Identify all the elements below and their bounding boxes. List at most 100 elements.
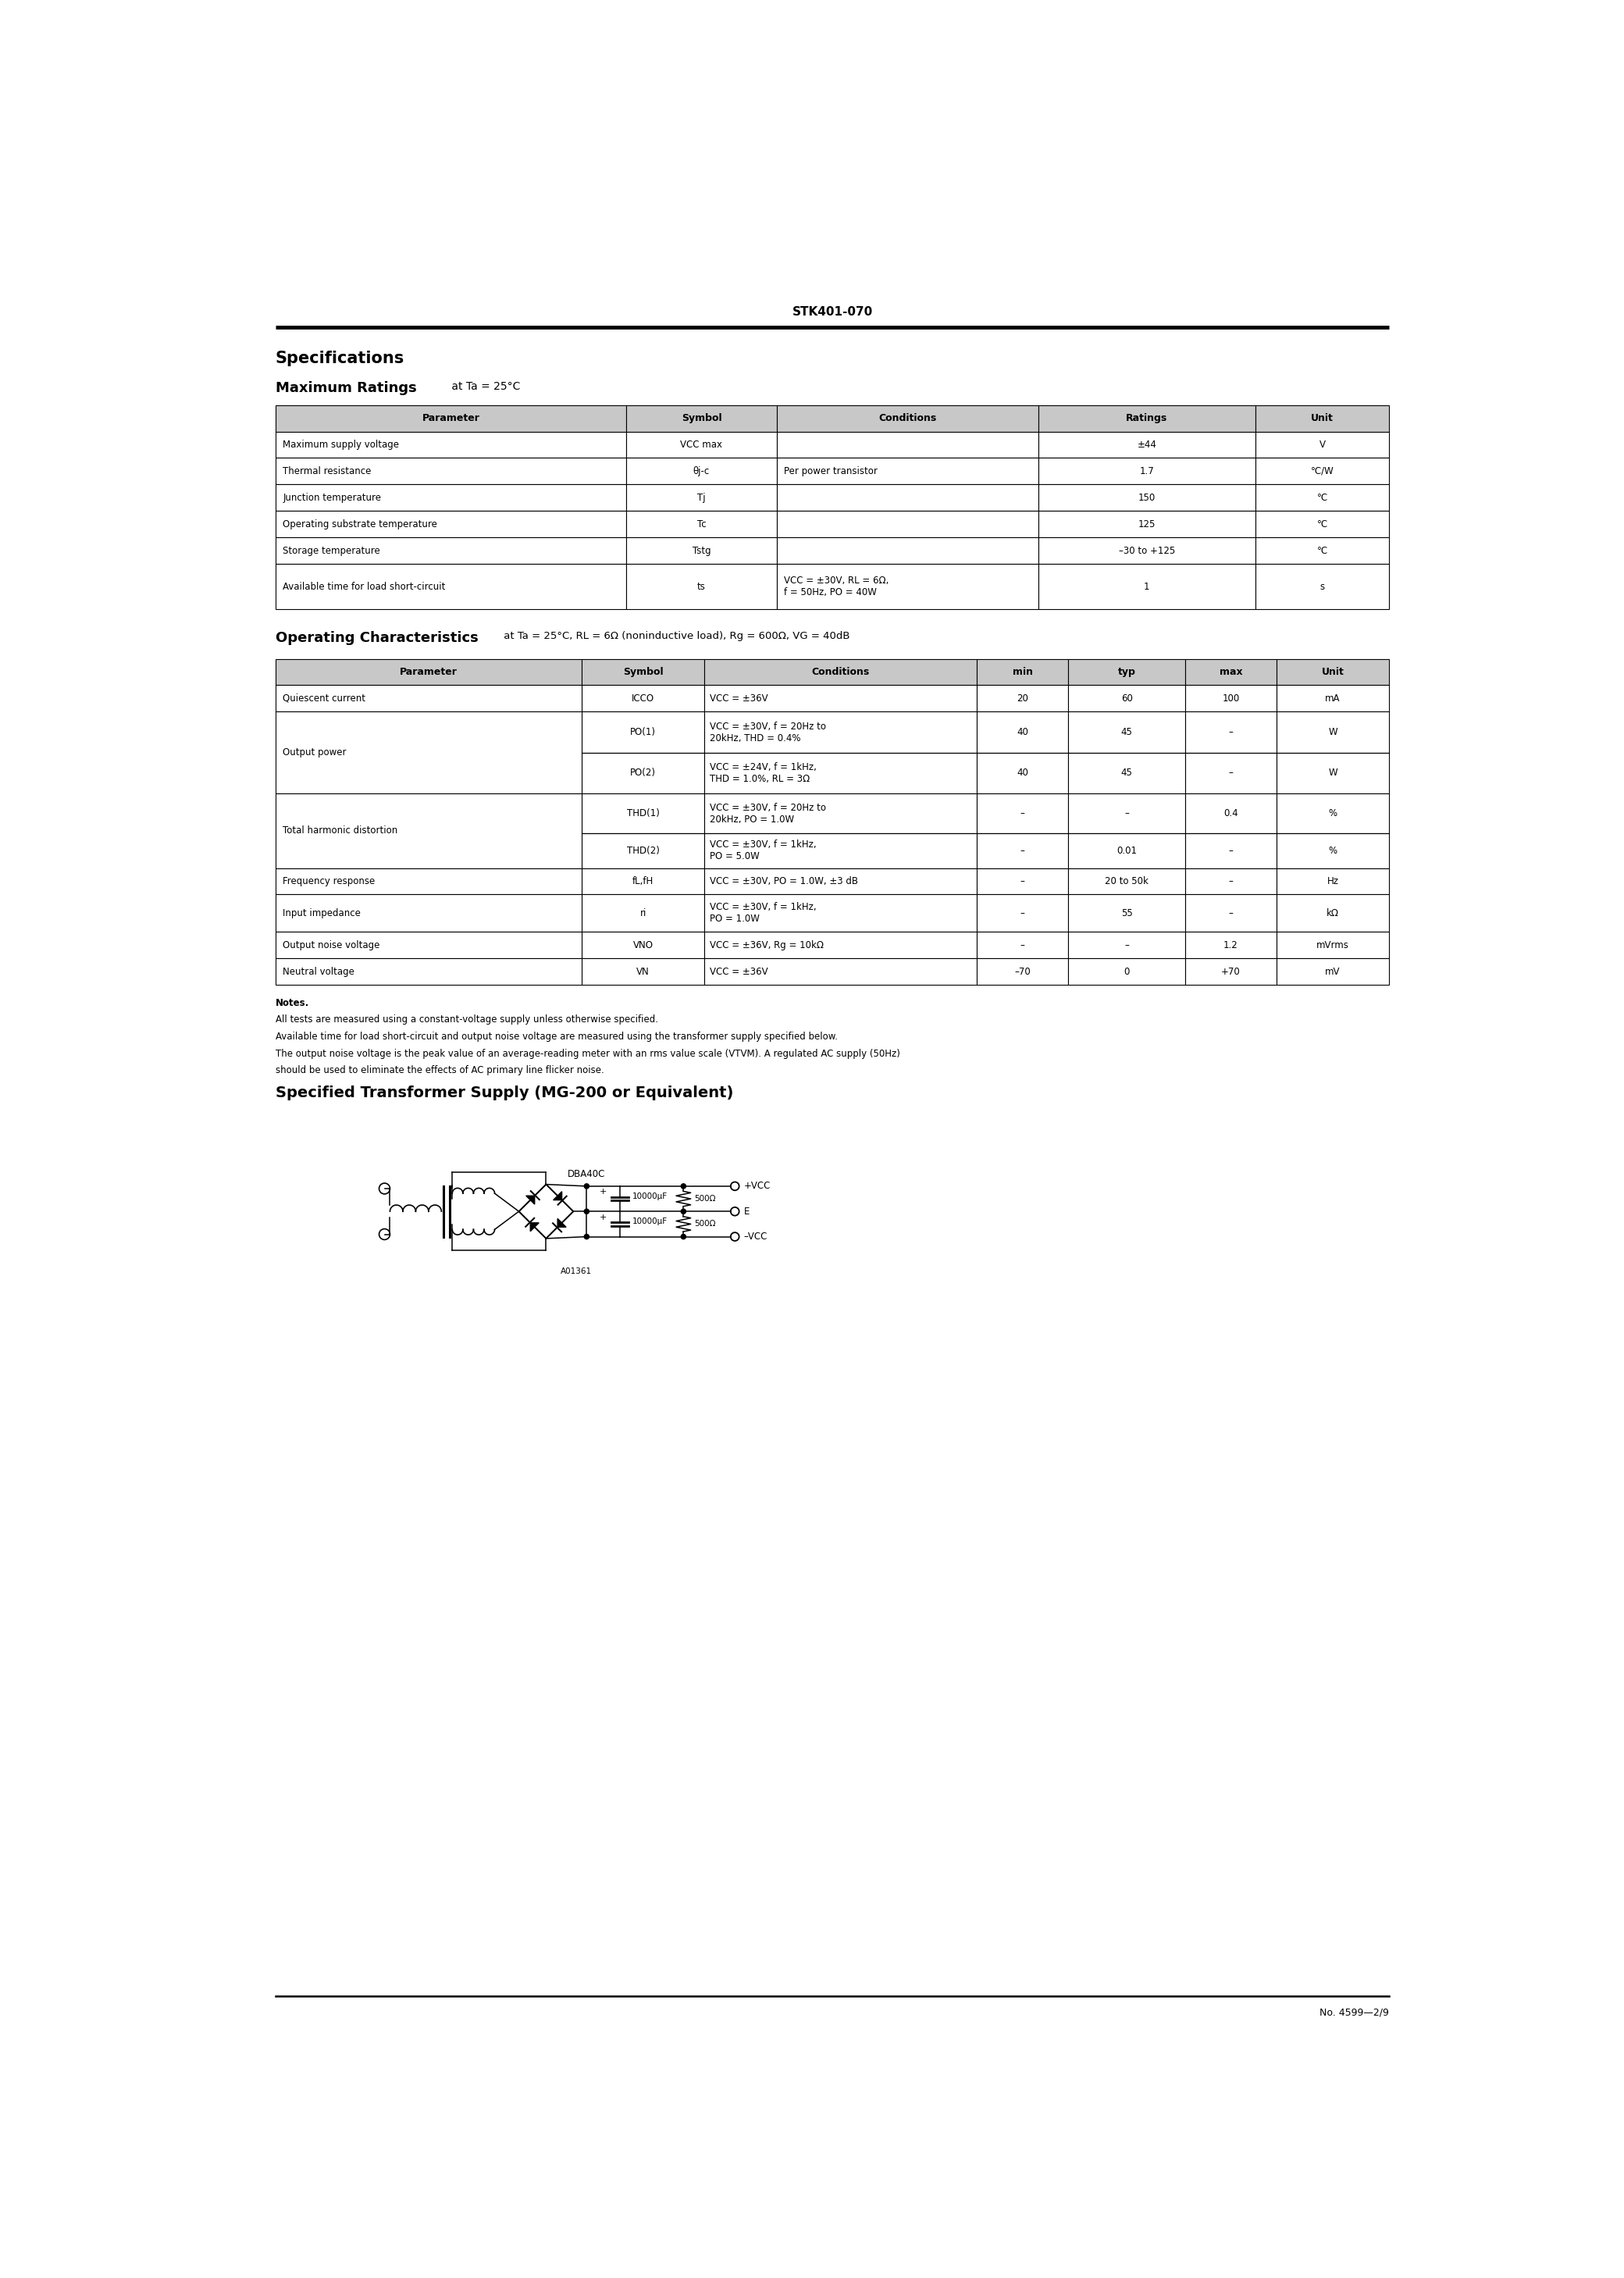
Text: VCC max: VCC max [680, 440, 723, 449]
Circle shape [585, 1185, 590, 1189]
Text: Maximum Ratings: Maximum Ratings [276, 380, 417, 394]
Bar [1069, 793, 1186, 834]
Text: Unit: Unit [1322, 667, 1345, 677]
Text: Storage temperature: Storage temperature [283, 544, 380, 556]
Text: –: – [1229, 845, 1233, 857]
Bar [705, 932, 978, 959]
Bar [978, 895, 1069, 932]
Text: ri: ri [640, 909, 646, 918]
Circle shape [680, 1185, 685, 1189]
Text: 10000μF: 10000μF [632, 1219, 667, 1226]
Text: VCC = ±36V, Rg = 10kΩ: VCC = ±36V, Rg = 10kΩ [710, 941, 823, 950]
Text: VCC = ±30V, f = 1kHz,
PO = 5.0W: VCC = ±30V, f = 1kHz, PO = 5.0W [710, 841, 817, 861]
Text: +: + [599, 1189, 607, 1196]
Bar [627, 485, 776, 510]
Bar [581, 793, 705, 834]
Text: –: – [1124, 809, 1129, 818]
Bar [1186, 959, 1276, 984]
Text: VCC = ±30V, f = 20Hz to
20kHz, THD = 0.4%: VCC = ±30V, f = 20Hz to 20kHz, THD = 0.4… [710, 722, 827, 743]
Text: Specifications: Specifications [276, 351, 404, 367]
Bar [1186, 895, 1276, 932]
Bar [1069, 834, 1186, 868]
Text: mA: mA [1325, 693, 1340, 704]
Text: VN: VN [637, 966, 650, 977]
Text: 0: 0 [1124, 966, 1130, 977]
Text: ICCO: ICCO [632, 693, 654, 704]
Text: s: s [1320, 581, 1325, 592]
Bar [1069, 895, 1186, 932]
Text: Neutral voltage: Neutral voltage [283, 966, 354, 977]
Text: 40: 40 [1017, 727, 1028, 738]
Bar [581, 834, 705, 868]
Text: Input impedance: Input impedance [283, 909, 361, 918]
Circle shape [680, 1210, 685, 1214]
Bar [1186, 834, 1276, 868]
Bar [978, 868, 1069, 895]
Text: DBA40C: DBA40C [567, 1169, 606, 1180]
Bar [276, 563, 627, 611]
Text: VCC = ±36V: VCC = ±36V [710, 966, 768, 977]
Text: Per power transistor: Per power transistor [784, 467, 877, 476]
Bar [627, 563, 776, 611]
Bar [978, 658, 1069, 686]
Bar [1276, 658, 1389, 686]
Text: ±44: ±44 [1137, 440, 1156, 449]
Text: VCC = ±24V, f = 1kHz,
THD = 1.0%, RL = 3Ω: VCC = ±24V, f = 1kHz, THD = 1.0%, RL = 3… [710, 763, 817, 784]
Text: Ratings: Ratings [1125, 412, 1168, 424]
Bar [276, 793, 581, 868]
Text: VCC = ±30V, PO = 1.0W, ±3 dB: VCC = ±30V, PO = 1.0W, ±3 dB [710, 877, 857, 886]
Bar [978, 793, 1069, 834]
Bar [276, 538, 627, 563]
Text: 500Ω: 500Ω [695, 1196, 716, 1203]
Polygon shape [554, 1191, 562, 1201]
Bar [776, 405, 1038, 431]
Text: A01361: A01361 [560, 1267, 593, 1276]
Circle shape [585, 1210, 590, 1214]
Bar [1276, 895, 1389, 932]
Text: ts: ts [697, 581, 706, 592]
Text: +VCC: +VCC [744, 1180, 771, 1191]
Text: Notes.: Notes. [276, 998, 310, 1009]
Text: mV: mV [1325, 966, 1340, 977]
Bar [276, 932, 581, 959]
Polygon shape [557, 1219, 567, 1228]
Text: °C: °C [1317, 544, 1328, 556]
Text: –: – [1020, 809, 1025, 818]
Bar [1069, 932, 1186, 959]
Text: 0.4: 0.4 [1223, 809, 1237, 818]
Bar [1276, 752, 1389, 793]
Bar [978, 686, 1069, 711]
Text: Parameter: Parameter [422, 412, 479, 424]
Bar [978, 752, 1069, 793]
Bar [1255, 431, 1389, 458]
Bar [776, 510, 1038, 538]
Text: Output noise voltage: Output noise voltage [283, 941, 380, 950]
Bar [1276, 793, 1389, 834]
Bar [1276, 868, 1389, 895]
Bar [1255, 485, 1389, 510]
Bar [1276, 834, 1389, 868]
Bar [1186, 711, 1276, 752]
Bar [581, 895, 705, 932]
Text: fL,fH: fL,fH [632, 877, 654, 886]
Bar [705, 711, 978, 752]
Bar [1038, 510, 1255, 538]
Bar [1186, 932, 1276, 959]
Text: V: V [1319, 440, 1325, 449]
Text: 20: 20 [1017, 693, 1028, 704]
Bar [627, 510, 776, 538]
Text: PO(1): PO(1) [630, 727, 656, 738]
Text: Operating Characteristics: Operating Characteristics [276, 631, 479, 645]
Bar [1276, 959, 1389, 984]
Bar [705, 868, 978, 895]
Text: VCC = ±30V, f = 1kHz,
PO = 1.0W: VCC = ±30V, f = 1kHz, PO = 1.0W [710, 902, 817, 925]
Text: THD(1): THD(1) [627, 809, 659, 818]
Bar [1255, 510, 1389, 538]
Bar [1276, 711, 1389, 752]
Bar [1038, 485, 1255, 510]
Text: θj-c: θj-c [693, 467, 710, 476]
Text: –: – [1020, 877, 1025, 886]
Text: Available time for load short-circuit and output noise voltage are measured usin: Available time for load short-circuit an… [276, 1032, 838, 1041]
Circle shape [680, 1235, 685, 1239]
Text: STK401-070: STK401-070 [793, 308, 872, 319]
